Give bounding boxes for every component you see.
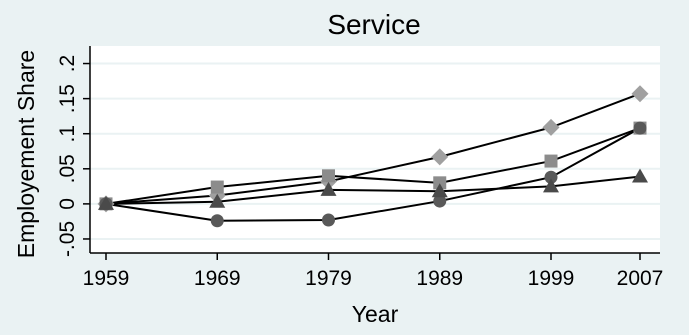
y-tick-label: .1	[56, 125, 79, 143]
data-point-triangle	[632, 168, 648, 183]
x-axis-label: Year	[352, 301, 399, 327]
data-point-square	[210, 180, 224, 194]
x-tick-label: 1999	[528, 267, 575, 290]
y-tick-label: .15	[56, 84, 79, 113]
series-line	[105, 127, 641, 222]
data-point-circle	[322, 213, 335, 227]
series-line	[105, 127, 641, 205]
series-line	[105, 92, 641, 205]
series-line	[105, 175, 641, 205]
data-point-circle	[433, 194, 447, 208]
data-point-square	[433, 176, 447, 190]
y-tick-label: 0	[56, 198, 79, 210]
data-point-diamond	[631, 85, 649, 103]
chart-title: Service	[327, 9, 420, 40]
data-point-circle	[633, 121, 647, 135]
data-point-triangle	[98, 195, 114, 210]
data-point-triangle	[209, 193, 226, 208]
data-point-diamond	[431, 148, 449, 166]
data-point-circle	[210, 214, 224, 228]
x-tick-label: 1989	[416, 267, 463, 290]
x-tick-label: 1979	[305, 267, 352, 290]
x-tick-label: 1969	[194, 267, 241, 290]
plot-background	[90, 46, 660, 253]
y-axis-label: Employement Share	[13, 50, 39, 258]
data-point-square	[322, 169, 335, 183]
data-point-diamond	[542, 118, 560, 136]
data-point-triangle	[431, 183, 448, 198]
x-tick-label: 1959	[83, 267, 130, 290]
x-tick-label: 2007	[617, 267, 664, 290]
data-point-circle	[544, 170, 558, 184]
data-point-triangle	[543, 178, 559, 193]
y-tick-label: -.05	[56, 221, 79, 257]
data-point-triangle	[320, 181, 337, 196]
y-tick-label: .05	[56, 154, 79, 183]
data-point-square	[544, 154, 558, 168]
plot-area: -.05 0 .05 .1 .15 .2 1959 1969 1979 1989 1999 2007	[56, 46, 663, 290]
y-tick-label: .2	[56, 55, 79, 73]
